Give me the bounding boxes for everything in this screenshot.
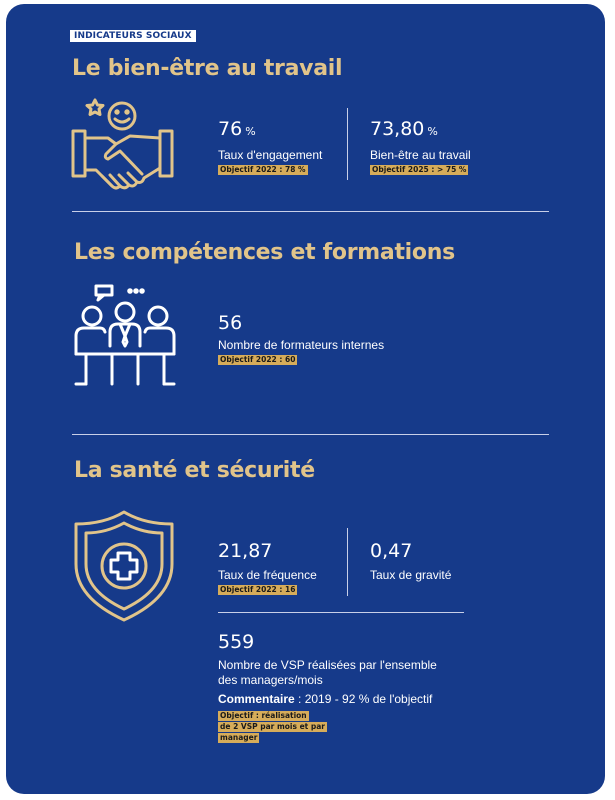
section-title-skills: Les compétences et formations [74,240,455,265]
meeting-people-icon [72,284,178,388]
section-divider [72,211,549,212]
vsp-comment: Commentaire : 2019 - 92 % de l'objectif [218,692,433,706]
stat-divider [347,108,348,180]
stat-divider [347,528,348,596]
infographic-card [6,4,605,794]
handshake-smile-icon [70,96,176,196]
wellbeing-value: 73,80% [370,118,438,140]
shield-cross-icon [72,510,176,622]
trainers-label: Nombre de formateurs internes [218,338,385,352]
vsp-label-line1: Nombre de VSP réalisées par l'ensemble [218,658,437,672]
engagement-objective: Objectif 2022 : 78 % [218,165,308,175]
vsp-objective-line1: Objectif : réalisation [218,711,309,721]
section-tag: INDICATEURS SOCIAUX [70,30,196,42]
engagement-value: 76% [218,118,256,140]
vsp-objective-line3: manager [218,733,260,743]
trainers-value: 56 [218,312,243,334]
gravity-value: 0,47 [370,540,413,562]
section-title-wellbeing: Le bien-être au travail [72,56,343,81]
vsp-label-line2: des managers/mois [218,673,323,687]
vsp-objective-line2: de 2 VSP par mois et par [218,722,327,732]
trainers-objective: Objectif 2022 : 60 [218,355,298,365]
section-divider [72,434,549,435]
wellbeing-label: Bien-être au travail [370,148,471,162]
wellbeing-objective: Objectif 2025 : > 75 % [370,165,469,175]
engagement-label: Taux d'engagement [218,148,323,162]
vsp-value: 559 [218,631,255,653]
frequency-label: Taux de fréquence [218,568,317,582]
section-title-health: La santé et sécurité [74,458,315,483]
stat-divider [218,612,464,613]
frequency-objective: Objectif 2022 : 16 [218,585,298,595]
frequency-value: 21,87 [218,540,273,562]
gravity-label: Taux de gravité [370,568,452,582]
